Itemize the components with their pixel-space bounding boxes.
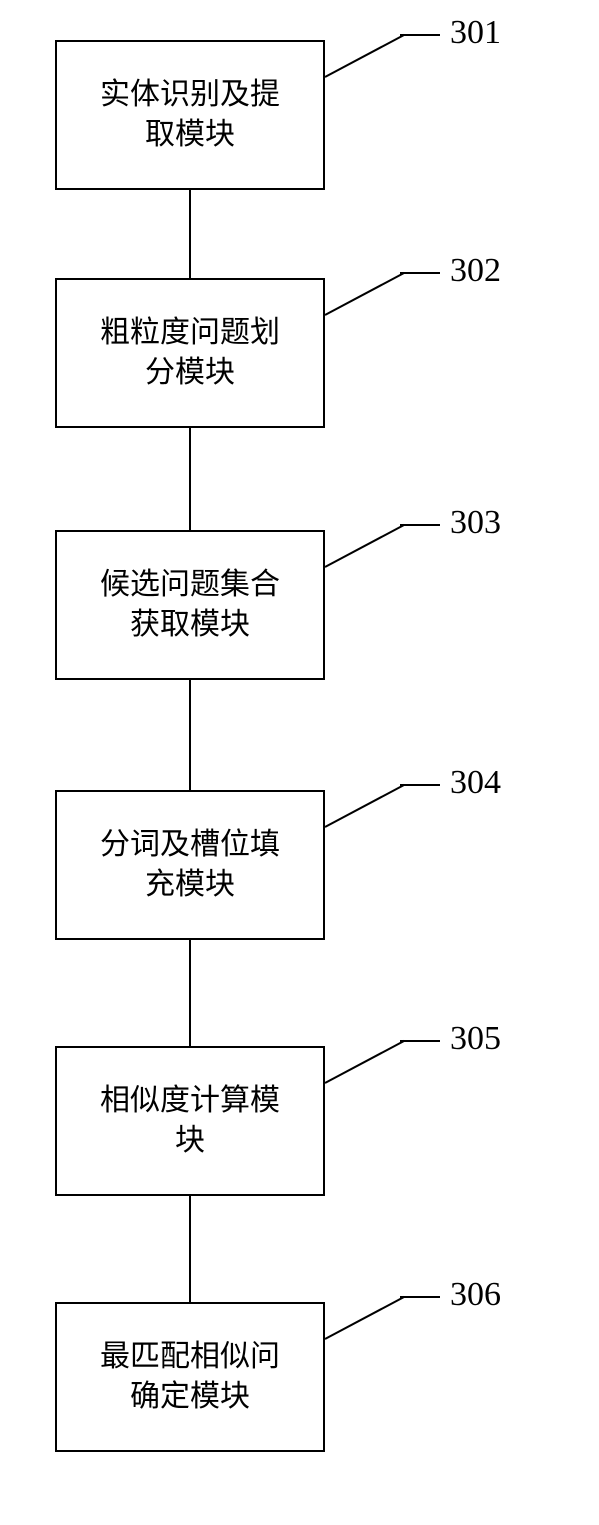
leader-line: [400, 784, 440, 786]
leader-line: [325, 784, 405, 828]
node-text: 相似度计算模块: [100, 1081, 280, 1162]
node-label: 304: [450, 764, 501, 802]
node-similarity: 相似度计算模块: [55, 1046, 325, 1196]
connector: [189, 1196, 191, 1302]
leader-line: [325, 1040, 405, 1084]
leader-line: [400, 34, 440, 36]
node-entity-recognition: 实体识别及提取模块: [55, 40, 325, 190]
node-text: 实体识别及提取模块: [100, 75, 280, 156]
node-tokenize-slot: 分词及槽位填充模块: [55, 790, 325, 940]
node-label: 301: [450, 14, 501, 52]
connector: [189, 680, 191, 790]
connector: [189, 940, 191, 1046]
node-label: 305: [450, 1020, 501, 1058]
node-best-match: 最匹配相似问确定模块: [55, 1302, 325, 1452]
node-candidate-question: 候选问题集合获取模块: [55, 530, 325, 680]
connector: [189, 190, 191, 278]
leader-line: [325, 272, 405, 316]
leader-line: [400, 1296, 440, 1298]
leader-line: [400, 1040, 440, 1042]
leader-line: [325, 1296, 405, 1340]
leader-line: [325, 34, 405, 78]
node-coarse-question: 粗粒度问题划分模块: [55, 278, 325, 428]
node-text: 分词及槽位填充模块: [100, 825, 280, 906]
leader-line: [325, 524, 405, 568]
node-text: 最匹配相似问确定模块: [100, 1337, 280, 1418]
node-label: 306: [450, 1276, 501, 1314]
node-label: 303: [450, 504, 501, 542]
connector: [189, 428, 191, 530]
node-text: 候选问题集合获取模块: [100, 565, 280, 646]
node-label: 302: [450, 252, 501, 290]
leader-line: [400, 524, 440, 526]
diagram-canvas: 实体识别及提取模块 301 粗粒度问题划分模块 302 候选问题集合获取模块 3…: [0, 0, 599, 1525]
leader-line: [400, 272, 440, 274]
node-text: 粗粒度问题划分模块: [100, 313, 280, 394]
